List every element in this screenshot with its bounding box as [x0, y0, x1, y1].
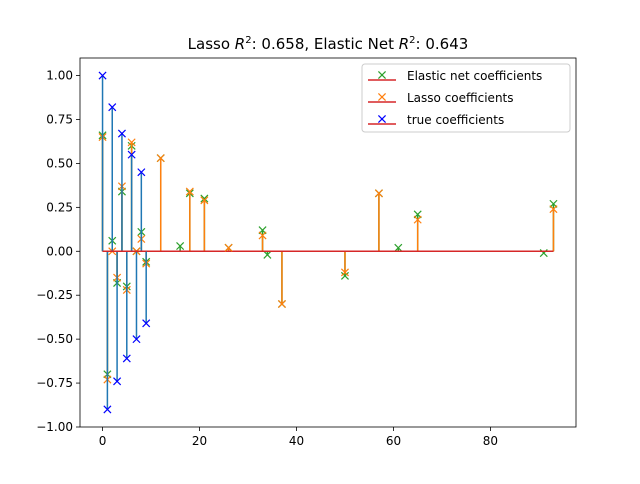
marker-1-12	[200, 196, 209, 205]
marker-2-1	[103, 405, 112, 414]
marker-0-16-stroke-b	[263, 250, 272, 259]
marker-2-0-stroke-b	[98, 71, 107, 80]
title-sup-lasso: 2	[245, 35, 251, 46]
marker-2-6	[127, 150, 136, 159]
marker-2-9-stroke-b	[142, 319, 151, 328]
y-tick-label-6: 0.50	[46, 156, 73, 170]
y-tick-label-4: 0.00	[46, 244, 73, 258]
legend-swatch-marker-2	[377, 114, 387, 124]
marker-1-19-stroke-b	[549, 205, 558, 214]
marker-1-11-stroke-b	[185, 187, 194, 196]
title-enet-value: : 0.643	[416, 35, 469, 53]
marker-0-18-stroke-b	[340, 271, 349, 280]
legend-label-1: Lasso coefficients	[407, 91, 514, 105]
chart-title: Lasso R2: 0.658, Elastic Net R2: 0.643	[188, 35, 469, 53]
x-tick-label-1: 20	[192, 434, 207, 448]
marker-0-20-stroke-b	[394, 243, 403, 252]
x-tick-label-3: 60	[386, 434, 401, 448]
marker-1-6-stroke-b	[127, 138, 136, 147]
y-tick-label-1: −0.75	[36, 376, 73, 390]
legend-swatch-marker-1-stroke-b	[377, 92, 387, 102]
marker-2-9	[142, 319, 151, 328]
title-sup-enet: 2	[409, 35, 415, 46]
x-tick-label-4: 80	[483, 434, 498, 448]
marker-1-12-stroke-b	[200, 196, 209, 205]
y-tick-label-7: 0.75	[46, 113, 73, 127]
marker-1-13-stroke-b	[224, 243, 233, 252]
marker-1-16-stroke-b	[340, 268, 349, 277]
marker-1-11	[185, 187, 194, 196]
y-tick-label-5: 0.25	[46, 200, 73, 214]
marker-2-5-stroke-b	[122, 354, 131, 363]
marker-0-13-stroke-b	[200, 194, 209, 203]
marker-2-8-stroke-b	[137, 168, 146, 177]
marker-0-20	[394, 243, 403, 252]
marker-2-7-stroke-b	[132, 335, 141, 344]
marker-0-11-stroke-b	[176, 241, 185, 251]
legend-swatch-marker-2-stroke-b	[377, 114, 387, 124]
legend-item-1: Lasso coefficients	[368, 91, 514, 105]
title-lasso-value: : 0.658, Elastic Net	[252, 35, 399, 53]
axes-frame	[79, 57, 577, 428]
marker-2-7	[132, 335, 141, 344]
marker-2-3	[113, 377, 122, 386]
legend-swatch-marker-0-stroke-b	[377, 70, 387, 80]
y-tick-label-0: −1.00	[36, 420, 73, 434]
y-tick-label-8: 1.00	[46, 69, 73, 83]
legend-item-0: Elastic net coefficients	[368, 69, 542, 83]
axes: 0 20 40 60 80 −1.00 −0.75 −0.50 −0.25 0.00 0.25 0.5…	[36, 57, 577, 448]
legend: Elastic net coefficients Lasso coefficien…	[361, 63, 571, 133]
marker-1-14	[258, 231, 267, 240]
legend-label-0: Elastic net coefficients	[407, 69, 542, 83]
marker-1-15-stroke-b	[277, 299, 286, 309]
marker-1-17	[374, 189, 383, 198]
marker-2-8	[137, 168, 146, 177]
marker-1-10	[156, 154, 165, 163]
marker-0-18	[340, 271, 349, 280]
marker-1-15	[277, 299, 286, 309]
marker-0-13	[200, 194, 209, 203]
marker-2-6-stroke-b	[127, 150, 136, 159]
marker-1-14-stroke-b	[258, 231, 267, 240]
marker-2-0	[98, 71, 107, 80]
marker-2-1-stroke-b	[103, 405, 112, 414]
y-tick-label-3: −0.25	[36, 288, 73, 302]
series-2	[98, 71, 151, 414]
marker-1-16	[340, 268, 349, 277]
marker-1-17-stroke-b	[374, 189, 383, 198]
title-r-enet: R	[399, 35, 409, 53]
marker-1-19	[549, 205, 558, 214]
marker-2-3-stroke-b	[113, 377, 122, 386]
marker-2-4	[117, 129, 126, 138]
legend-swatch-marker-0	[377, 70, 387, 80]
marker-2-5	[122, 354, 131, 363]
title-prefix: Lasso	[188, 35, 235, 53]
marker-0-16	[263, 250, 272, 259]
legend-label-2: true coefficients	[407, 113, 504, 127]
marker-2-2-stroke-b	[108, 103, 117, 112]
legend-item-2: true coefficients	[368, 113, 504, 127]
title-r-lasso: R	[235, 35, 245, 53]
marker-1-18-stroke-b	[413, 215, 422, 224]
legend-swatch-marker-1	[377, 92, 387, 102]
marker-2-4-stroke-b	[117, 129, 126, 138]
plot-area	[98, 71, 558, 414]
marker-1-10-stroke-b	[156, 154, 165, 163]
marker-2-2	[108, 103, 117, 112]
marker-1-6	[127, 138, 136, 147]
y-tick-label-2: −0.50	[36, 332, 73, 346]
marker-0-11	[176, 241, 185, 251]
marker-1-13	[224, 243, 233, 252]
x-tick-label-0: 0	[99, 434, 107, 448]
marker-1-18	[413, 215, 422, 224]
x-tick-label-2: 40	[289, 434, 304, 448]
legend-box	[361, 63, 571, 133]
